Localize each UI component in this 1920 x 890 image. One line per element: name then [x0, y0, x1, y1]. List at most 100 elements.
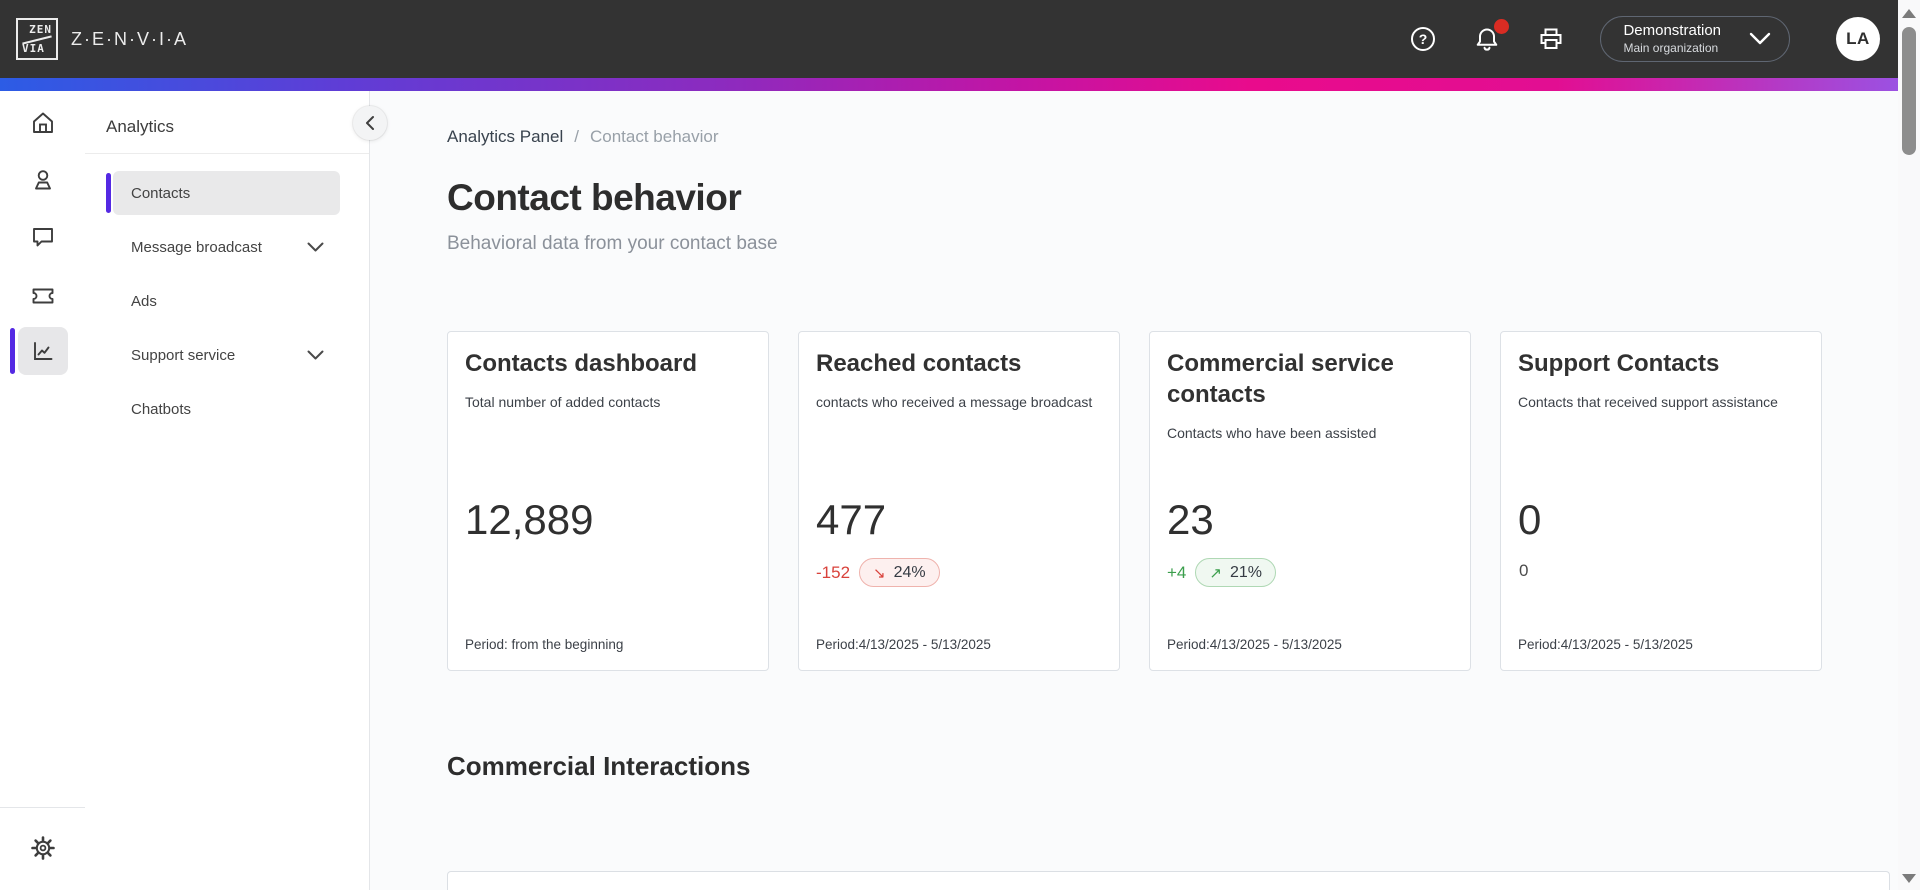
panel-title: Analytics: [85, 91, 369, 154]
menu-item-label: Message broadcast: [131, 238, 262, 256]
home-icon: [32, 112, 53, 133]
analytics-chart-icon: [33, 342, 52, 360]
breadcrumb: Analytics Panel / Contact behavior: [447, 127, 1824, 147]
print-button[interactable]: [1536, 24, 1566, 54]
card-contacts-dashboard: Contacts dashboard Total number of added…: [447, 331, 769, 671]
section-title-commercial-interactions: Commercial Interactions: [447, 751, 751, 781]
menu-item-label: Chatbots: [131, 400, 192, 418]
sidebar-item-settings[interactable]: [18, 824, 68, 872]
chat-bubble-icon: [32, 228, 53, 247]
trend-badge: ↗ 21%: [1195, 558, 1276, 587]
notifications-button[interactable]: [1472, 19, 1510, 54]
chevron-down-icon: [307, 242, 324, 251]
sidebar-item-home[interactable]: [18, 99, 68, 147]
menu-item-contacts[interactable]: Contacts: [106, 171, 340, 215]
org-switcher-text: Demonstration Main organization: [1623, 22, 1721, 56]
sidebar-item-contacts[interactable]: [18, 156, 68, 204]
card-description: contacts who received a message broadcas…: [816, 394, 1093, 411]
notifications-icon: [1477, 28, 1498, 51]
card-title: Support Contacts: [1518, 350, 1720, 377]
brand-gradient-bar: [0, 78, 1898, 91]
org-name: Demonstration: [1623, 22, 1721, 40]
sidebar-item-tickets[interactable]: [18, 270, 68, 318]
trend-up-arrow-icon: ↗: [1209, 564, 1222, 582]
scroll-down-arrow[interactable]: [1902, 874, 1916, 883]
icon-sidebar: [0, 91, 85, 890]
card-description: Contacts that received support assistanc…: [1518, 394, 1778, 411]
menu-item-support-service[interactable]: Support service: [113, 333, 340, 377]
sidebar-item-conversations[interactable]: [18, 213, 68, 261]
card-commercial-service-contacts: Commercial service contacts Contacts who…: [1149, 331, 1471, 671]
stat-cards-row: Contacts dashboard Total number of added…: [447, 331, 1824, 671]
chevron-down-icon: [1749, 32, 1771, 45]
ticket-icon: [32, 288, 53, 304]
card-period: Period: from the beginning: [465, 637, 624, 652]
trend-badge: ↘ 24%: [859, 558, 940, 587]
sidebar-divider: [0, 807, 85, 808]
card-value: 23: [1167, 496, 1214, 543]
svg-text:?: ?: [1419, 31, 1428, 47]
topbar-actions: ?: [1408, 16, 1880, 62]
scrollbar[interactable]: [1898, 0, 1920, 890]
person-icon: [34, 170, 51, 190]
card-value: 12,889: [465, 496, 594, 543]
help-button[interactable]: ?: [1408, 24, 1438, 54]
commercial-interactions-card: [447, 871, 1890, 890]
menu-item-label: Contacts: [131, 184, 191, 202]
scroll-up-arrow[interactable]: [1902, 9, 1916, 18]
card-period: Period:4/13/2025 - 5/13/2025: [816, 637, 991, 652]
card-secondary-value: 0: [1519, 561, 1529, 580]
breadcrumb-separator: /: [574, 127, 579, 146]
menu-item-message-broadcast[interactable]: Message broadcast: [113, 225, 340, 269]
trend-down-arrow-icon: ↘: [873, 564, 886, 582]
page-title: Contact behavior: [447, 177, 742, 218]
card-period: Period:4/13/2025 - 5/13/2025: [1518, 637, 1693, 652]
card-trend-row: -152 ↘ 24%: [816, 558, 940, 587]
zenvia-logo-icon: ZEN VIA: [16, 18, 58, 60]
card-reached-contacts: Reached contacts contacts who received a…: [798, 331, 1120, 671]
card-title: Contacts dashboard: [465, 350, 698, 377]
print-icon: [1540, 28, 1562, 49]
breadcrumb-current: Contact behavior: [589, 127, 719, 146]
sidebar-item-analytics[interactable]: [9, 327, 68, 375]
menu-item-chatbots[interactable]: Chatbots: [113, 387, 340, 431]
breadcrumb-analytics-panel-link[interactable]: Analytics Panel: [447, 127, 564, 146]
logo-text-bottom: VIA: [22, 42, 45, 55]
page-subtitle: Behavioral data from your contact base: [447, 233, 778, 254]
content-row: Analytics Contacts Message broadcast Ads: [0, 91, 1898, 890]
badge-percent: 21%: [1229, 563, 1262, 581]
card-value: 0: [1518, 496, 1542, 543]
menu-item-label: Support service: [131, 346, 236, 364]
card-support-contacts: Support Contacts Contacts that received …: [1500, 331, 1822, 671]
chevron-down-icon: [307, 350, 324, 359]
notification-dot: [1494, 19, 1510, 34]
topbar: ZEN VIA Z·E·N·V·I·A ?: [0, 0, 1898, 78]
card-title: Reached contacts: [816, 350, 1022, 377]
scroll-thumb[interactable]: [1902, 27, 1916, 155]
main-content: Analytics Panel / Contact behavior Conta…: [370, 91, 1898, 890]
logo-text-top: ZEN: [29, 23, 52, 36]
card-value: 477: [816, 496, 887, 543]
panel-menu: Contacts Message broadcast Ads Support s…: [85, 154, 369, 431]
analytics-panel: Analytics Contacts Message broadcast Ads: [85, 91, 370, 890]
collapse-panel-button[interactable]: [353, 106, 387, 140]
card-period: Period:4/13/2025 - 5/13/2025: [1167, 637, 1342, 652]
user-avatar[interactable]: LA: [1836, 17, 1880, 61]
help-icon: ?: [1411, 27, 1436, 51]
card-title: Commercial service contacts: [1167, 350, 1394, 409]
delta-value: -152: [816, 562, 851, 582]
menu-item-ads[interactable]: Ads: [113, 279, 340, 323]
gear-icon: [30, 836, 55, 860]
badge-percent: 24%: [893, 563, 926, 581]
delta-value: +4: [1167, 562, 1187, 582]
org-switcher[interactable]: Demonstration Main organization: [1600, 16, 1790, 62]
menu-item-label: Ads: [131, 292, 157, 310]
brand-text: Z·E·N·V·I·A: [71, 28, 188, 49]
card-description: Total number of added contacts: [465, 394, 661, 411]
card-description: Contacts who have been assisted: [1167, 425, 1377, 442]
card-trend-row: +4 ↗ 21%: [1167, 558, 1276, 587]
org-subtitle: Main organization: [1623, 40, 1719, 55]
chevron-left-icon: [366, 116, 374, 130]
